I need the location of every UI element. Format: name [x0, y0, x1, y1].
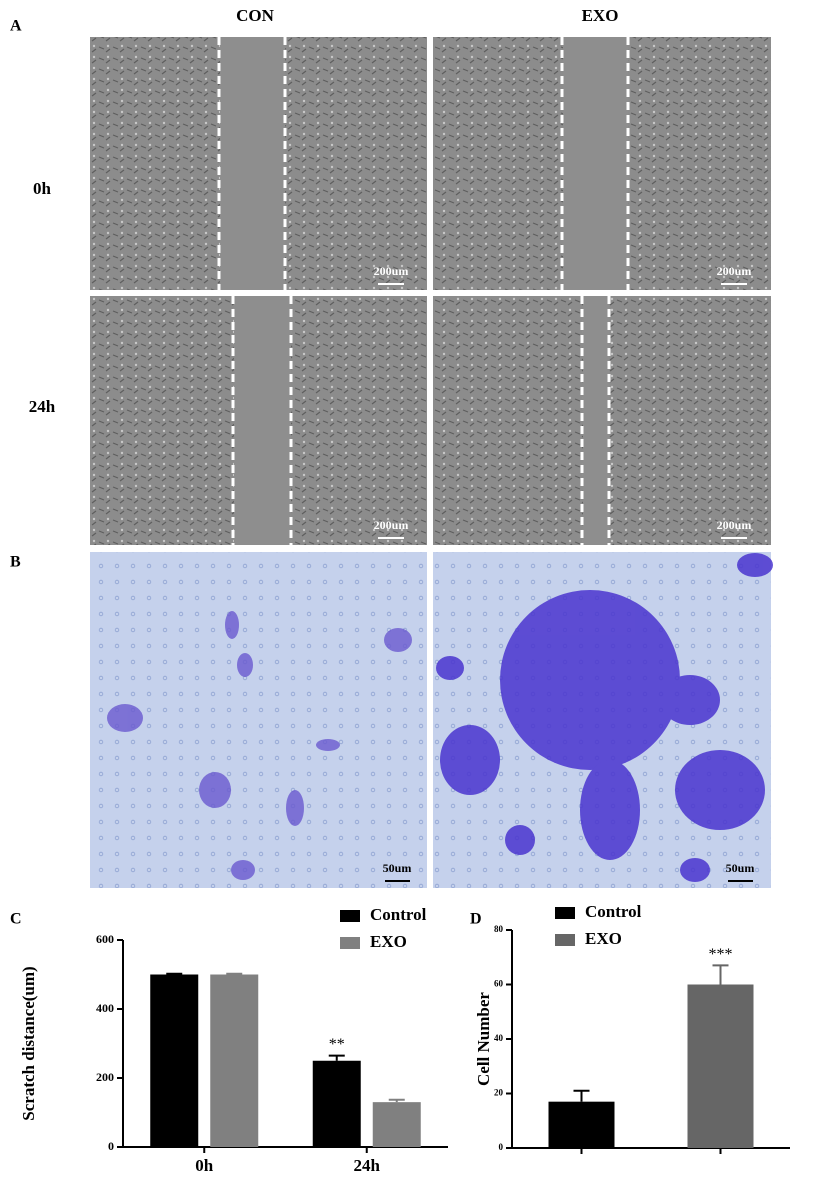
significance-mark: ** [329, 1036, 345, 1053]
bar [210, 974, 259, 1147]
row-label: 0h [33, 179, 52, 198]
legend-label: EXO [585, 929, 622, 948]
scale-bar-label: 200um [374, 518, 409, 532]
bar [312, 1060, 361, 1147]
scale-bar-label: 200um [717, 264, 752, 278]
bar [150, 974, 199, 1147]
y-tick-label: 0 [499, 1142, 504, 1152]
bar [687, 984, 754, 1148]
y-tick-label: 80 [494, 924, 504, 934]
y-tick-label: 200 [96, 1070, 114, 1084]
y-axis-label: Cell Number [474, 992, 493, 1086]
y-tick-label: 400 [96, 1001, 114, 1015]
legend-label: Control [370, 905, 427, 924]
panel-label: C [10, 911, 22, 928]
y-tick-label: 600 [96, 932, 114, 946]
error-bar [712, 964, 729, 985]
significance-mark: *** [709, 946, 733, 963]
legend-swatch [555, 907, 575, 919]
panel-label: D [470, 911, 482, 928]
y-axis-label: Scratch distance(um) [19, 966, 38, 1120]
column-header: CON [236, 6, 275, 25]
scale-bar-label: 50um [726, 861, 755, 875]
legend-swatch [340, 937, 360, 949]
y-tick-label: 20 [494, 1088, 504, 1098]
scale-bar-label: 50um [383, 861, 412, 875]
legend-label: Control [585, 902, 642, 921]
x-tick-label: 0h [195, 1156, 214, 1175]
error-bar [573, 1089, 590, 1102]
panel-label: A [10, 18, 22, 35]
scale-bars [378, 283, 747, 539]
legend-swatch [555, 934, 575, 946]
micrographs [90, 37, 771, 545]
panel-label: B [10, 554, 21, 571]
y-tick-label: 40 [494, 1033, 504, 1043]
legend-swatch [340, 910, 360, 922]
error-bar [328, 1054, 345, 1061]
error-bar [226, 972, 243, 975]
bar [548, 1101, 615, 1148]
row-label: 24h [29, 397, 56, 416]
y-tick-label: 60 [494, 979, 504, 989]
bar [372, 1102, 421, 1147]
error-bar [388, 1098, 405, 1103]
scale-bar-label: 200um [374, 264, 409, 278]
scale-bar-label: 200um [717, 518, 752, 532]
column-header: EXO [582, 6, 619, 25]
y-tick-label: 0 [108, 1139, 114, 1153]
x-tick-label: 24h [354, 1156, 381, 1175]
error-bar [166, 972, 183, 975]
legend-label: EXO [370, 932, 407, 951]
transwell-images [90, 552, 773, 888]
